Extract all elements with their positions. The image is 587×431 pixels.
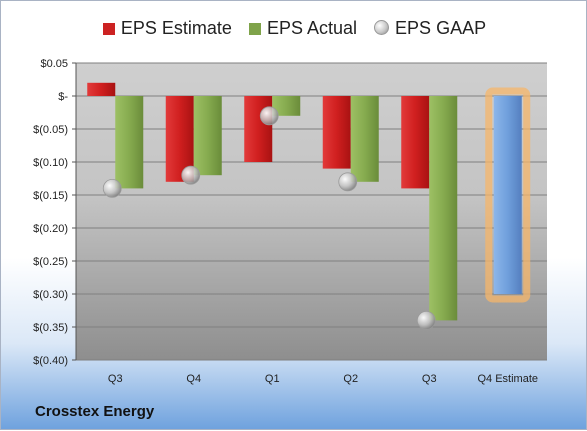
eps-actual-bar (429, 96, 458, 321)
legend-label-actual: EPS Actual (266, 18, 358, 38)
plot-area (76, 63, 547, 360)
legend-label-estimate: EPS Estimate (120, 18, 232, 38)
legend-item-estimate: EPS Estimate (102, 18, 232, 39)
gridlines (76, 62, 547, 361)
y-tick-label: $(0.05) (33, 124, 68, 136)
eps-gaap-marker (181, 165, 201, 185)
eps-actual-bar (272, 96, 301, 116)
legend-swatch-gaap (374, 20, 390, 35)
x-tick-label: Q3 (108, 373, 123, 385)
legend-item-actual: EPS Actual (248, 18, 358, 39)
y-tick-label: $- (58, 91, 68, 103)
y-tick-label: $(0.30) (33, 289, 68, 301)
x-tick-label: Q4 (186, 373, 201, 385)
y-tick-label: $(0.20) (33, 223, 68, 235)
forecast-highlight (485, 87, 531, 303)
y-tick-label: $(0.10) (33, 157, 68, 169)
x-tick-label: Q2 (343, 373, 358, 385)
eps-gaap-marker (102, 178, 122, 198)
legend-label-gaap: EPS GAAP (395, 18, 487, 38)
y-tick-label: $(0.25) (33, 256, 68, 268)
y-tick-label: $(0.40) (33, 355, 68, 367)
x-axis: Q3 Q4 Q1 Q2 Q3 Q4 Estimate (108, 373, 538, 385)
legend-swatch-estimate (102, 23, 115, 35)
legend: EPS Estimate EPS Actual EPS GAAP (1, 18, 587, 39)
eps-estimate-bar (401, 96, 430, 189)
x-tick-label: Q4 Estimate (477, 373, 538, 385)
eps-gaap-marker (338, 172, 358, 192)
eps-gaap-marker (416, 310, 436, 330)
y-tick-label: $0.05 (40, 58, 68, 70)
bars (87, 82, 531, 321)
company-name: Crosstex Energy (35, 403, 155, 420)
y-axis: $0.05 $- $(0.05) $(0.10) $(0.15) $(0.20) $(0.2… (33, 58, 77, 367)
x-tick-label: Q3 (422, 373, 437, 385)
eps-gaap-marker (259, 106, 279, 126)
y-tick-label: $(0.35) (33, 322, 68, 334)
gaap-markers (102, 106, 436, 330)
x-tick-label: Q1 (265, 373, 280, 385)
eps-estimate-bar (87, 82, 116, 96)
eps-actual-bar (115, 96, 144, 189)
eps-estimate-bar (244, 96, 273, 162)
y-tick-label: $(0.15) (33, 190, 68, 202)
eps-estimate-bar (322, 96, 351, 169)
legend-swatch-actual (248, 23, 261, 35)
eps-actual-bar (193, 96, 222, 176)
legend-item-gaap: EPS GAAP (374, 18, 486, 39)
eps-actual-bar (350, 96, 379, 182)
eps-forecast-bar (493, 96, 522, 294)
